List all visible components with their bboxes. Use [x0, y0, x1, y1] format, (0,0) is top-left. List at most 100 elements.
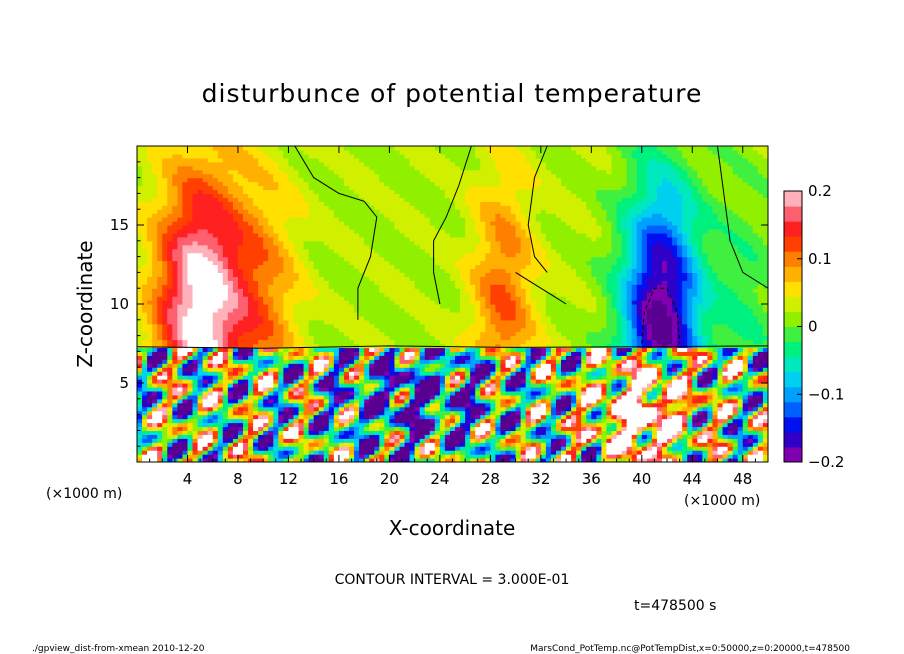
heat-cell [293, 272, 300, 277]
heat-cell [237, 319, 244, 325]
heat-cell [202, 450, 209, 455]
heat-cell [197, 201, 204, 206]
heat-cell [313, 185, 320, 191]
heat-cell [379, 335, 385, 341]
heat-cell [323, 169, 330, 175]
heat-cell [313, 442, 320, 447]
heat-cell [328, 347, 335, 352]
heat-cell [147, 268, 153, 273]
heat-cell [248, 225, 254, 230]
heat-cell [167, 149, 173, 155]
heat-cell [268, 315, 274, 321]
heat-cell [404, 221, 411, 226]
heat-cell [369, 398, 375, 404]
heat-cell [389, 264, 396, 270]
heat-cell [197, 236, 204, 242]
heat-cell [293, 149, 300, 155]
heat-cell [278, 205, 284, 210]
heat-cell [328, 153, 335, 159]
heat-cell [273, 272, 279, 277]
heat-cell [248, 232, 254, 238]
heat-cell [369, 276, 375, 281]
heat-cell [207, 367, 214, 372]
heat-cell [192, 394, 199, 400]
heat-cell [263, 221, 269, 226]
heat-cell [202, 315, 209, 321]
heat-cell [303, 201, 310, 206]
heat-cell [374, 244, 380, 250]
heat-cell [187, 169, 194, 175]
heat-cell [237, 406, 244, 412]
heat-cell [232, 296, 239, 301]
heat-cell [182, 280, 189, 285]
heat-cell [258, 355, 264, 360]
heat-cell [232, 307, 239, 313]
heat-cell [253, 406, 259, 412]
heat-cell [328, 304, 335, 309]
heat-cell [283, 414, 290, 420]
heat-cell [157, 355, 163, 360]
heat-cell [187, 165, 194, 171]
heat-cell [429, 406, 436, 412]
heat-cell [142, 331, 148, 337]
heat-cell [172, 406, 178, 412]
heat-cell [323, 418, 330, 424]
heat-cell [177, 311, 184, 317]
heat-cell [323, 355, 330, 360]
heat-cell [293, 193, 300, 198]
heat-cell [253, 256, 259, 262]
heat-cell [283, 181, 290, 187]
heat-cell [207, 410, 214, 416]
heat-cell [182, 343, 189, 349]
heat-cell [399, 379, 406, 384]
heat-cell [243, 446, 249, 451]
heat-cell [217, 390, 224, 396]
heat-cell [248, 201, 254, 206]
heat-cell [444, 280, 451, 285]
heat-cell [389, 434, 396, 439]
heat-cell [399, 213, 406, 218]
heat-cell [313, 209, 320, 214]
heat-cell [152, 260, 158, 266]
heat-cell [359, 323, 365, 329]
heat-cell [283, 379, 290, 384]
heat-cell [409, 240, 416, 246]
heat-cell [177, 157, 184, 163]
heat-cell [152, 335, 158, 341]
heat-cell [389, 323, 396, 329]
heat-cell [288, 442, 295, 447]
heat-cell [303, 422, 310, 428]
heat-cell [202, 177, 209, 183]
heat-cell [349, 300, 355, 305]
heat-cell [147, 185, 153, 191]
heat-cell [263, 458, 269, 462]
heat-cell [434, 149, 441, 155]
heat-cell [409, 300, 416, 305]
heat-cell [212, 414, 219, 420]
heat-cell [333, 406, 340, 412]
heat-cell [328, 240, 335, 246]
heat-cell [404, 209, 411, 214]
heat-cell [424, 189, 431, 194]
heat-cell [152, 296, 158, 301]
heat-cell [222, 240, 229, 246]
heat-cell [414, 209, 421, 214]
heat-cell [202, 375, 209, 380]
heat-cell [409, 205, 416, 210]
heat-cell [232, 189, 239, 194]
heat-cell [364, 157, 370, 163]
heat-cell [207, 197, 214, 202]
heat-cell [202, 173, 209, 179]
heat-cell [237, 402, 244, 408]
heat-cell [268, 339, 274, 345]
heat-cell [389, 146, 396, 151]
heat-cell [187, 256, 194, 262]
heat-cell [187, 319, 194, 325]
heat-cell [374, 236, 380, 242]
heat-cell [379, 280, 385, 285]
heat-cell [177, 232, 184, 238]
heat-cell [182, 221, 189, 226]
heat-cell [298, 225, 305, 230]
heat-cell [152, 228, 158, 234]
heat-cell [162, 410, 168, 416]
